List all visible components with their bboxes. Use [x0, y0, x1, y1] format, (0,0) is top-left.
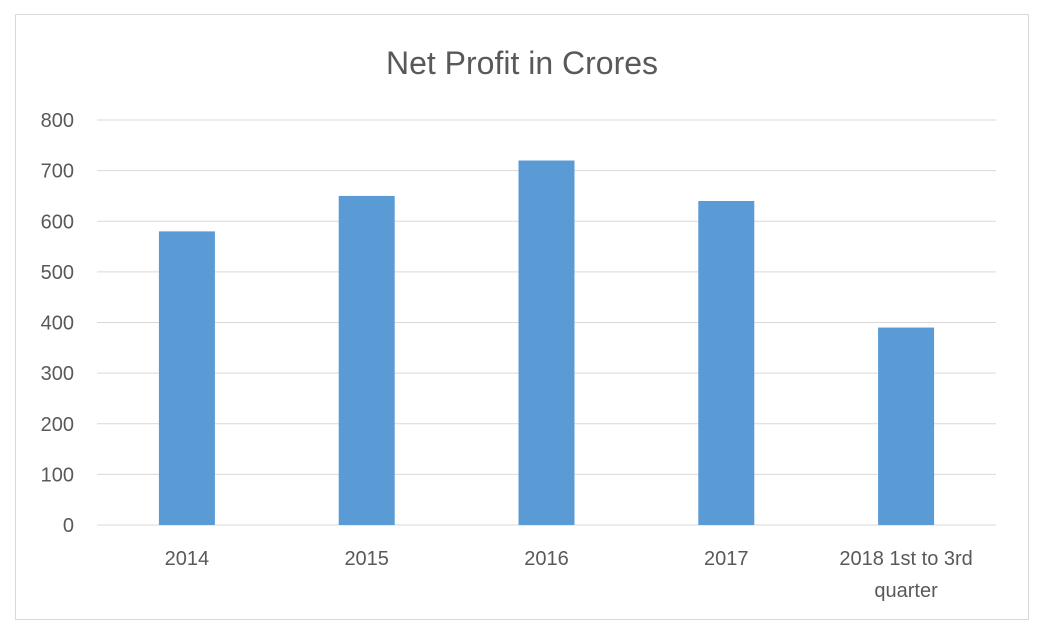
y-tick-label: 800	[41, 110, 74, 132]
x-tick-label: 2016	[524, 548, 569, 570]
x-tick-label-line: quarter	[874, 580, 938, 602]
bar-2014	[158, 231, 215, 525]
x-tick-label-line: 2014	[165, 548, 210, 570]
y-tick-label: 500	[41, 262, 74, 284]
y-tick-label: 100	[41, 464, 74, 486]
x-tick-label-line: 2016	[524, 548, 569, 570]
y-tick-label: 700	[41, 161, 74, 183]
x-tick-label-line: 2018 1st to 3rd	[839, 548, 972, 570]
x-tick-label: 2018 1st to 3rd quarter	[839, 548, 972, 602]
x-tick-label-line: 2017	[704, 548, 749, 570]
x-tick-label: 2017	[704, 548, 749, 570]
y-tick-label: 400	[41, 313, 74, 335]
bar-2015	[338, 195, 395, 525]
bar-2016	[518, 160, 575, 525]
y-tick-label: 0	[63, 515, 74, 537]
bars	[158, 160, 935, 525]
bar-2018-1st-to-3rd-quarter	[878, 327, 935, 525]
x-axis-tick-labels: 2014 2015 2016 2017 2018 1st to 3rd quarter	[165, 548, 973, 602]
bar-2017	[698, 201, 755, 525]
x-tick-label: 2014	[165, 548, 210, 570]
y-tick-label: 300	[41, 363, 74, 385]
y-axis-tick-labels: 0 100 200 300 400 500 600 700 800	[41, 110, 74, 537]
chart-title: Net Profit in Crores	[386, 45, 658, 81]
x-tick-label-line: 2015	[344, 548, 389, 570]
x-tick-label: 2015	[344, 548, 389, 570]
y-tick-label: 200	[41, 414, 74, 436]
y-tick-label: 600	[41, 211, 74, 233]
